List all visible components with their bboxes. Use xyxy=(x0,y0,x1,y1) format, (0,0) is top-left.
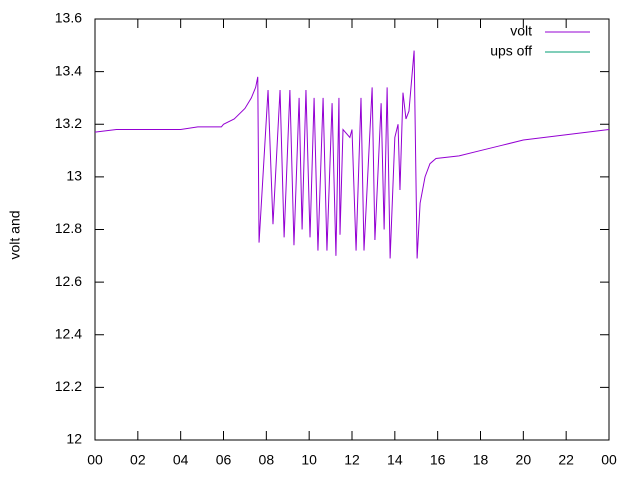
y-tick-label: 12.6 xyxy=(55,273,82,289)
x-tick-label: 14 xyxy=(387,452,403,468)
x-tick-label: 20 xyxy=(516,452,532,468)
x-tick-label: 22 xyxy=(558,452,574,468)
y-tick-label: 13 xyxy=(66,168,82,184)
y-tick-label: 13.4 xyxy=(55,62,82,78)
legend-label: volt xyxy=(510,23,532,39)
x-tick-label: 04 xyxy=(173,452,189,468)
x-tick-label: 10 xyxy=(301,452,317,468)
y-tick-label: 12.8 xyxy=(55,220,82,236)
y-tick-label: 13.6 xyxy=(55,10,82,26)
x-tick-label: 08 xyxy=(259,452,275,468)
plot-frame xyxy=(94,18,610,441)
x-tick-label: 12 xyxy=(344,452,360,468)
x-tick-label: 00 xyxy=(87,452,103,468)
x-tick-label: 18 xyxy=(473,452,489,468)
y-tick-label: 12 xyxy=(66,431,82,447)
y-tick-label: 12.4 xyxy=(55,325,82,341)
y-tick-label: 13.2 xyxy=(55,115,82,131)
x-tick-label: 06 xyxy=(216,452,232,468)
y-axis-label: volt and xyxy=(7,210,23,259)
x-tick-label: 00 xyxy=(601,452,617,468)
legend-label: ups off xyxy=(490,43,532,59)
y-tick-label: 12.2 xyxy=(55,378,82,394)
x-tick-label: 02 xyxy=(130,452,146,468)
x-tick-label: 16 xyxy=(430,452,446,468)
data-line xyxy=(94,50,610,259)
